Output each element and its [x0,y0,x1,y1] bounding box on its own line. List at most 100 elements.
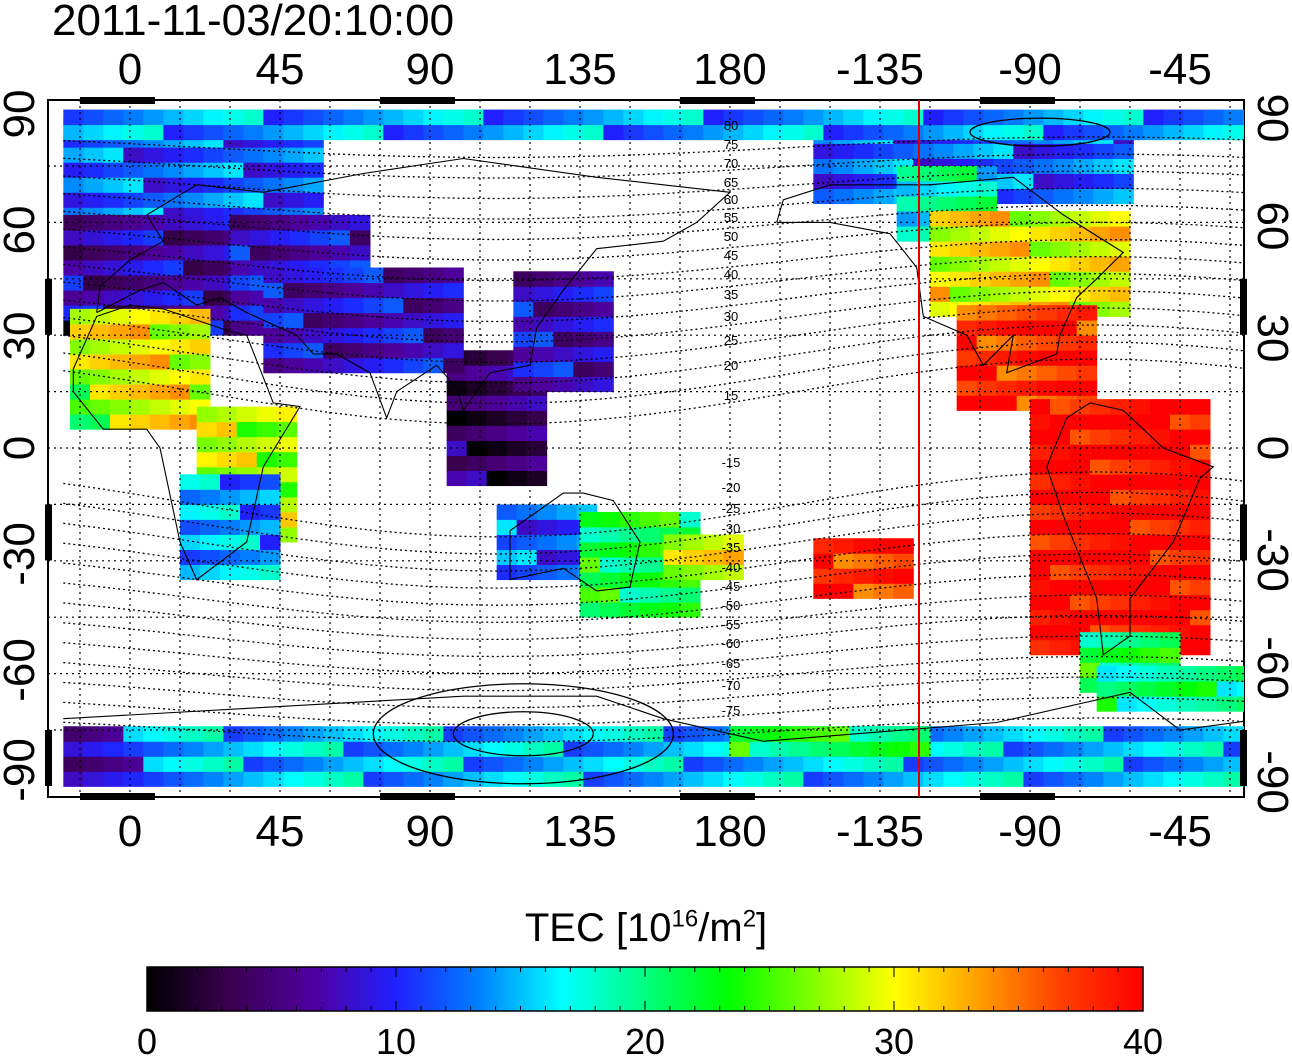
tec-cell [1190,564,1211,581]
tec-cell [620,526,641,543]
top-lon-tick: 180 [693,45,766,94]
tec-cell [1150,579,1171,596]
tec-cell [183,147,204,163]
tec-cell [813,568,834,584]
tec-cell [1163,756,1184,772]
tec-cell [1043,756,1064,772]
tec-cell [600,572,621,588]
tec-cell [183,726,204,742]
geomag-contour [63,553,1244,606]
contour-label: -45 [722,579,741,594]
tec-cell [563,109,584,126]
tec-cell [903,124,924,141]
tec-cell [1190,549,1211,566]
tec-cell [943,109,964,126]
tec-cell [1030,564,1051,581]
tec-cell [203,177,224,193]
tec-cell [1076,320,1098,336]
tec-cell [446,425,468,441]
tec-cell [1083,124,1104,141]
tec-cell [63,177,84,193]
tec-cell [1050,549,1071,566]
tec-cell [423,741,444,757]
tec-cell [593,346,614,362]
tec-cell [223,177,244,193]
tec-cell [603,741,624,757]
tec-cell [953,143,974,159]
tec-cell [580,572,601,588]
tec-cell [1150,594,1171,611]
tec-cell [643,756,664,772]
tec-cell [1050,594,1071,611]
tec-cell [1150,504,1171,520]
tec-cell [163,109,184,126]
tec-cell [1190,504,1211,520]
tec-cell [1030,211,1051,227]
tec-cell [183,192,204,208]
tec-cell [583,109,604,126]
tec-cell [1223,109,1244,126]
tec-cell [1090,459,1111,475]
tec-cell [1190,489,1211,505]
tec-cell [1030,226,1051,242]
tec-cell [163,275,184,291]
tec-cell [1110,549,1131,566]
tec-cell [1176,681,1198,697]
tec-cell [526,455,548,472]
tec-cell [1053,188,1074,205]
tec-cell [223,192,244,208]
tec-cell [956,181,978,197]
tec-cell [943,741,964,757]
tec-cell [916,166,938,182]
tec-cell [1190,534,1211,550]
tec-cell [1140,632,1161,648]
tec-cell [683,109,704,126]
tec-cell [263,162,284,178]
tec-cell [1023,756,1044,772]
tec-cell [1076,350,1098,366]
tec-cell [303,147,324,163]
tec-cell [853,553,874,569]
tec-cell [83,756,104,772]
tec-cell [1063,726,1084,742]
tec-cell [516,519,538,535]
tec-cell [1050,459,1071,475]
tec-cell [303,282,324,299]
tec-cell [1050,519,1071,535]
tec-cell [443,357,464,374]
tec-cell [503,109,524,126]
tec-cell [873,538,894,554]
tec-cell [863,109,884,126]
tec-cell [83,147,104,163]
tec-cell [536,519,558,535]
tec-cell [1190,429,1211,445]
tec-cell [276,451,298,468]
tec-cell [1103,741,1124,757]
tec-cell [853,188,874,205]
tec-cell [180,504,201,520]
tec-cell [723,124,744,141]
tec-cell [1110,459,1131,475]
tec-cell [1216,696,1238,712]
tec-cell [526,410,548,426]
tec-cell [1110,564,1131,581]
tec-cell [276,481,298,498]
tec-cell [276,406,298,423]
tec-cell [893,143,914,159]
tec-cell [1016,350,1038,366]
geomag-contour [63,307,1244,364]
tec-cell [956,365,978,381]
tec-cell [1090,444,1111,460]
tec-cell [203,162,224,178]
tec-cell [833,553,854,569]
tec-cell [1073,158,1094,174]
tec-cell [663,771,684,787]
tec-cell [203,147,224,163]
tec-cell [1163,124,1184,141]
tec-cell [1013,188,1034,205]
tec-cell [1050,211,1071,227]
tec-cell [240,564,261,581]
colorbar-ticks [146,967,1144,1011]
tec-cell [483,756,504,772]
